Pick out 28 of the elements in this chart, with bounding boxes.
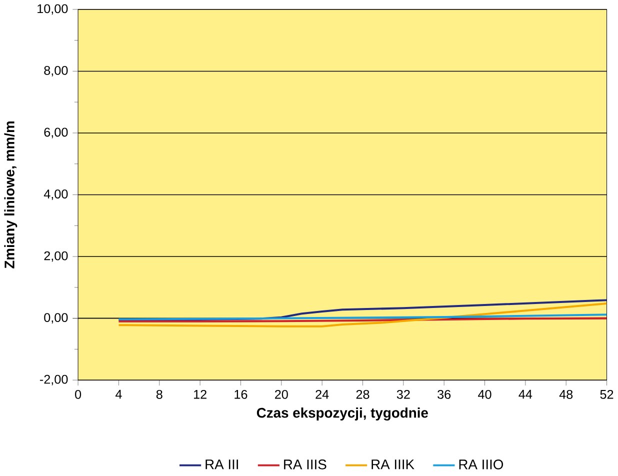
x-tick-label: 4 — [116, 390, 122, 399]
y-tick-label: 0,00 — [44, 313, 68, 324]
x-tick-label: 32 — [396, 390, 410, 399]
line-series — [118, 298, 607, 321]
y-tick-label: 6,00 — [44, 128, 68, 138]
legend-label: RA IIIO — [459, 459, 504, 470]
legend-label: RA IIIK — [372, 460, 414, 470]
legend-label: RA III — [206, 460, 238, 470]
y-axis-title: Zmiany liniowe, mm/m — [4, 121, 18, 268]
y-tick-label: 8,00 — [44, 66, 68, 76]
x-tick-label: 36 — [438, 390, 451, 399]
y-tick-label: 10,00 — [38, 4, 68, 15]
x-tick-label: 28 — [356, 390, 370, 399]
x-tick-label: 16 — [234, 390, 248, 399]
x-tick-label: 8 — [156, 390, 162, 399]
x-tick-label: 12 — [194, 390, 206, 399]
x-tick-label: 0 — [75, 390, 82, 399]
legend-label: RA IIIS — [284, 459, 326, 470]
x-tick-label: 40 — [478, 390, 492, 399]
y-tick-label: 4,00 — [44, 189, 68, 200]
x-tick-label: 24 — [316, 390, 329, 399]
x-tick-label: 44 — [518, 390, 532, 399]
x-axis-title: Czas ekspozycji, tygodnie — [256, 407, 428, 420]
x-tick-label: 48 — [559, 390, 573, 399]
x-tick-label: 52 — [600, 390, 614, 399]
x-tick-label: 20 — [275, 390, 288, 399]
y-tick-label: -2,00 — [40, 374, 68, 386]
y-tick-label: 2,00 — [44, 251, 68, 262]
